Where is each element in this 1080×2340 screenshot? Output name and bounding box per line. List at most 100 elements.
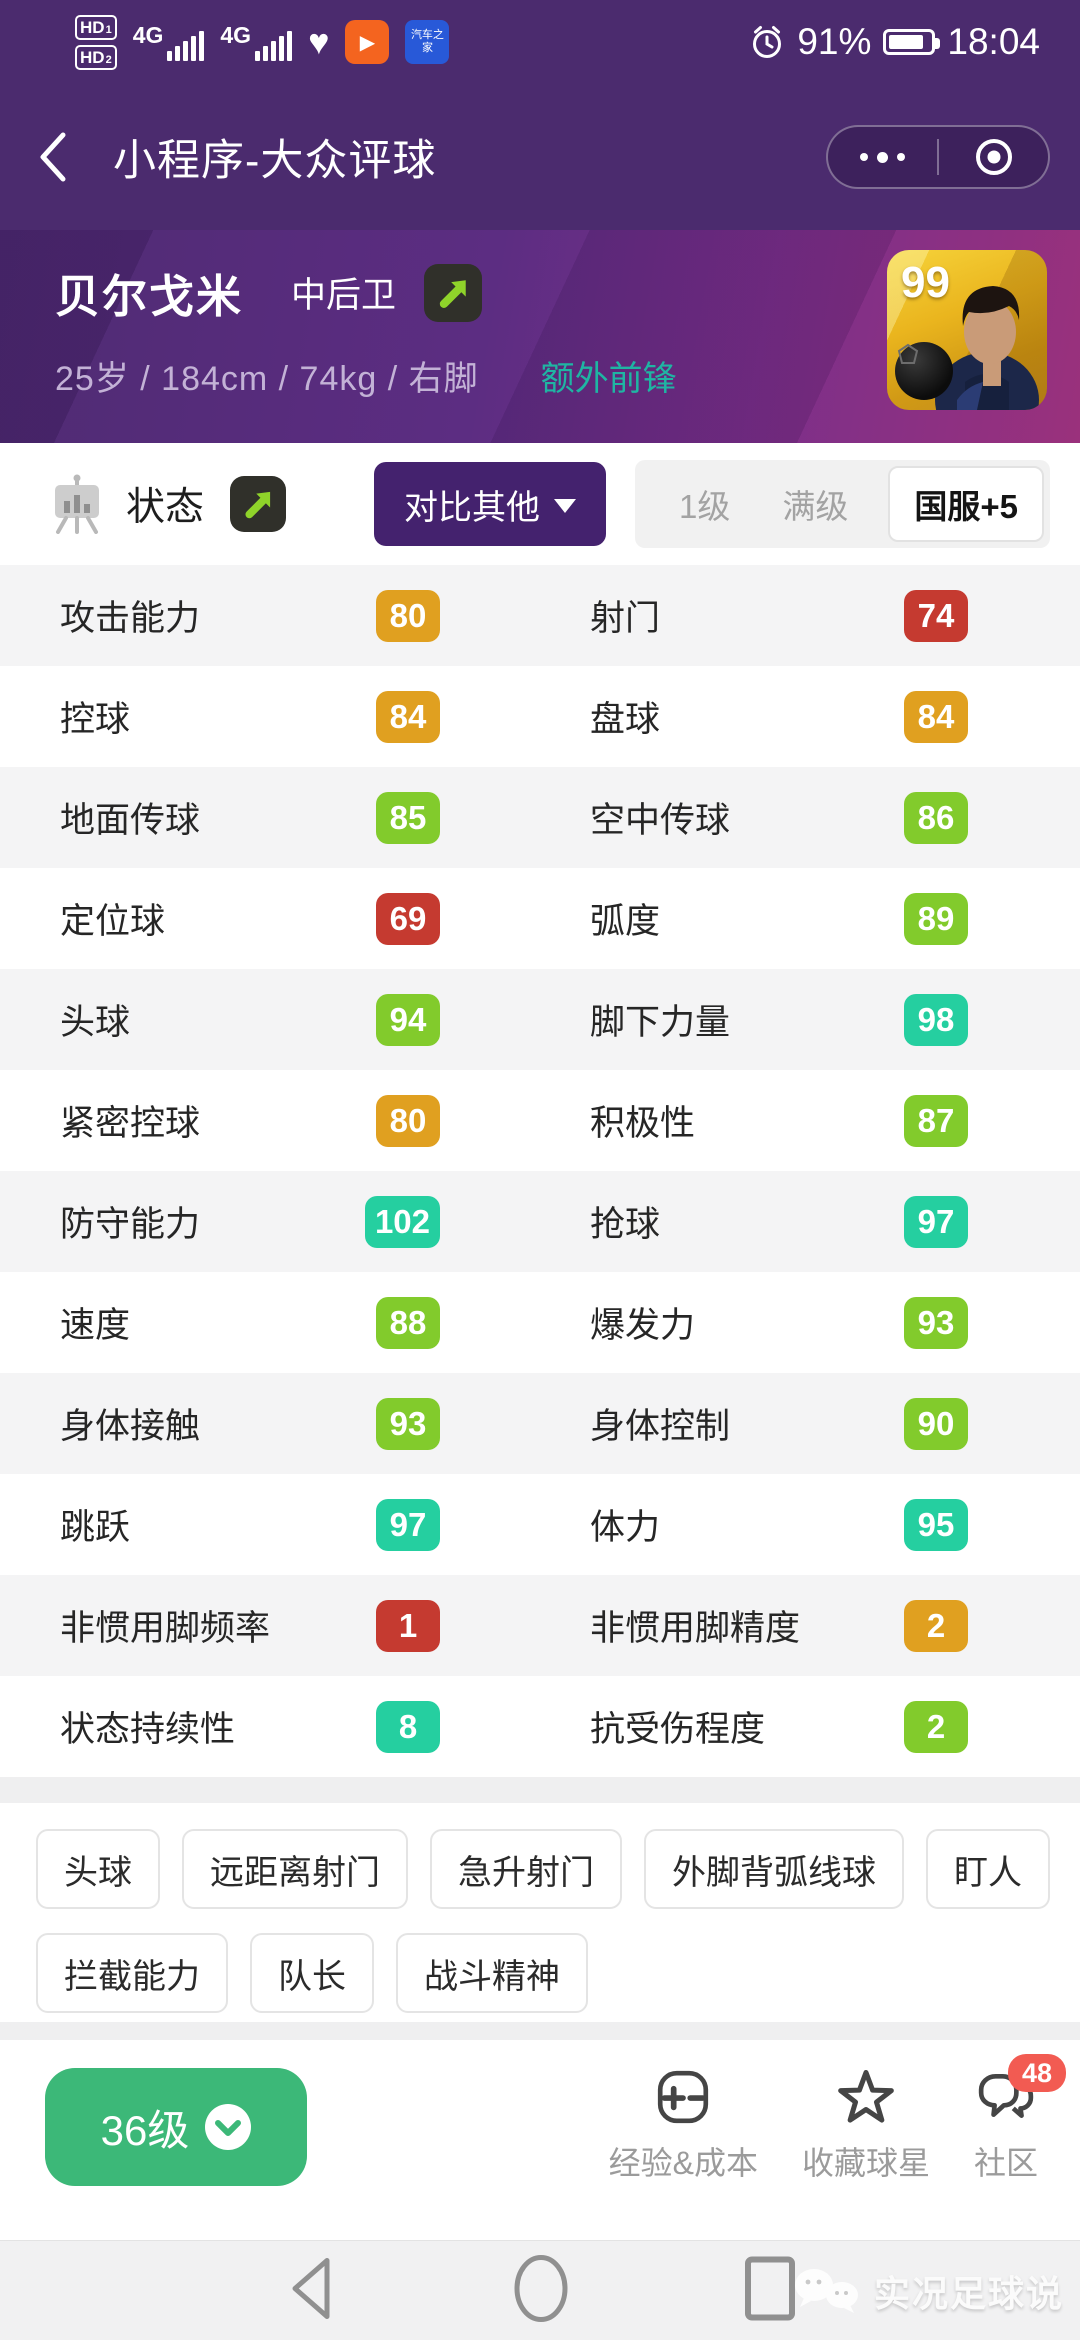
stat-row: 攻击能力 80 射门 74 bbox=[0, 565, 1080, 666]
chevron-down-icon bbox=[554, 499, 577, 513]
stat-cell: 状态持续性 8 bbox=[0, 1676, 540, 1777]
section-divider bbox=[0, 2022, 1080, 2040]
signal-1-icon: 4G bbox=[133, 23, 205, 61]
level-tab[interactable]: 1级 bbox=[679, 488, 731, 525]
stat-value-badge: 88 bbox=[376, 1296, 440, 1349]
stat-value-badge: 95 bbox=[904, 1498, 968, 1551]
level-button[interactable]: 36级 bbox=[45, 2068, 307, 2186]
stat-row: 头球 94 脚下力量 98 bbox=[0, 969, 1080, 1070]
autohome-app-icon: 汽车之家 bbox=[405, 20, 450, 64]
back-icon[interactable] bbox=[35, 129, 95, 185]
android-nav-bar: 实况足球说 bbox=[0, 2240, 1080, 2340]
stat-label: 体力 bbox=[590, 1508, 661, 1547]
stat-row: 状态持续性 8 抗受伤程度 2 bbox=[0, 1676, 1080, 1777]
level-tab[interactable]: 满级 bbox=[782, 488, 849, 525]
stat-cell: 跳跃 97 bbox=[0, 1474, 540, 1575]
stat-row: 速度 88 爆发力 93 bbox=[0, 1272, 1080, 1373]
stat-value-badge: 84 bbox=[904, 690, 968, 743]
stat-row: 地面传球 85 空中传球 86 bbox=[0, 767, 1080, 868]
stat-value-badge: 86 bbox=[904, 791, 968, 844]
stat-row: 定位球 69 弧度 89 bbox=[0, 868, 1080, 969]
stat-label: 紧密控球 bbox=[60, 1104, 201, 1143]
watermark: 实况足球说 bbox=[792, 2265, 1064, 2317]
stat-value-badge: 80 bbox=[376, 1094, 440, 1147]
stat-value-badge: 93 bbox=[904, 1296, 968, 1349]
level-tabs: 1级 满级 国服+5 bbox=[635, 460, 1050, 548]
stat-label: 跳跃 bbox=[60, 1508, 131, 1547]
skill-tag[interactable]: 头球 bbox=[36, 1829, 160, 1909]
bottom-bar: 36级 经验&成本 收藏球星 bbox=[0, 2040, 1080, 2240]
level-tab[interactable]: 国服+5 bbox=[888, 466, 1044, 542]
plus-minus-icon bbox=[658, 2070, 709, 2124]
stat-cell: 头球 94 bbox=[0, 969, 540, 1070]
star-icon bbox=[838, 2069, 894, 2123]
stat-value-badge: 98 bbox=[904, 993, 968, 1046]
player-header: 贝尔戈米 中后卫 25岁 / 184cm / 74kg / 右脚 额外前锋 99 bbox=[0, 230, 1080, 443]
more-icon[interactable] bbox=[828, 127, 937, 187]
stat-value-badge: 80 bbox=[376, 589, 440, 642]
trend-up-icon[interactable] bbox=[230, 476, 287, 532]
hd2-icon: HD 2 bbox=[75, 44, 117, 70]
community-button[interactable]: 48 社区 bbox=[974, 2054, 1067, 2184]
trend-up-icon[interactable] bbox=[424, 263, 483, 322]
compare-others-button[interactable]: 对比其他 bbox=[374, 462, 607, 546]
player-card[interactable]: 99 bbox=[887, 250, 1047, 410]
stat-label: 防守能力 bbox=[60, 1205, 201, 1244]
skill-tag[interactable]: 战斗精神 bbox=[396, 1933, 588, 2013]
stat-value-badge: 93 bbox=[376, 1397, 440, 1450]
stat-label: 盘球 bbox=[590, 700, 661, 739]
stat-label: 头球 bbox=[60, 1003, 131, 1042]
stat-value-badge: 89 bbox=[904, 892, 968, 945]
favorite-player-button[interactable]: 收藏球星 bbox=[802, 2068, 930, 2184]
skill-tag[interactable]: 急升射门 bbox=[430, 1829, 622, 1909]
player-position: 中后卫 bbox=[291, 276, 397, 315]
status-bar-left: HD 1 HD 2 4G 4G ♥ ▶ 汽车之家 bbox=[75, 14, 450, 70]
skill-tag[interactable]: 队长 bbox=[250, 1933, 374, 2013]
stat-cell: 空中传球 86 bbox=[540, 767, 1080, 868]
alarm-icon bbox=[749, 24, 785, 60]
miniprogram-capsule bbox=[826, 125, 1050, 189]
status-bar-right: 91% 18:04 bbox=[749, 21, 1040, 63]
android-recents-icon[interactable] bbox=[744, 2255, 796, 2326]
stat-value-badge: 84 bbox=[376, 690, 440, 743]
stat-cell: 非惯用脚精度 2 bbox=[540, 1575, 1080, 1676]
android-back-icon[interactable] bbox=[287, 2254, 335, 2327]
skill-tag[interactable]: 拦截能力 bbox=[36, 1933, 228, 2013]
stat-label: 空中传球 bbox=[590, 801, 731, 840]
stat-cell: 速度 88 bbox=[0, 1272, 540, 1373]
stat-label: 脚下力量 bbox=[590, 1003, 731, 1042]
nav-bar: 小程序-大众评球 bbox=[0, 84, 1080, 230]
stat-value-badge: 1 bbox=[376, 1599, 440, 1652]
stat-cell: 抗受伤程度 2 bbox=[540, 1676, 1080, 1777]
close-icon[interactable] bbox=[939, 127, 1048, 187]
page-title: 小程序-大众评球 bbox=[113, 137, 437, 185]
skill-tag[interactable]: 外脚背弧线球 bbox=[644, 1829, 904, 1909]
battery-percent: 91% bbox=[797, 21, 872, 62]
status-section-title: 状态 bbox=[126, 486, 205, 529]
stat-value-badge: 97 bbox=[376, 1498, 440, 1551]
skill-tag[interactable]: 盯人 bbox=[926, 1829, 1050, 1909]
android-home-icon[interactable] bbox=[511, 2252, 571, 2329]
stat-cell: 爆发力 93 bbox=[540, 1272, 1080, 1373]
stat-label: 弧度 bbox=[590, 902, 661, 941]
hd1-icon: HD 1 bbox=[75, 14, 117, 40]
signal-2-icon: 4G bbox=[220, 23, 293, 61]
stat-label: 地面传球 bbox=[60, 801, 201, 840]
stat-row: 跳跃 97 体力 95 bbox=[0, 1474, 1080, 1575]
stat-label: 身体控制 bbox=[590, 1407, 731, 1446]
stats-board-icon bbox=[50, 474, 104, 534]
stat-cell: 脚下力量 98 bbox=[540, 969, 1080, 1070]
battery-icon bbox=[883, 29, 941, 55]
stat-value-badge: 94 bbox=[376, 993, 440, 1046]
stat-cell: 地面传球 85 bbox=[0, 767, 540, 868]
wechat-bubbles-icon bbox=[794, 2268, 858, 2313]
player-extra-position[interactable]: 额外前锋 bbox=[540, 360, 677, 398]
hd-indicators: HD 1 HD 2 bbox=[75, 14, 117, 70]
stat-row: 非惯用脚频率 1 非惯用脚精度 2 bbox=[0, 1575, 1080, 1676]
stat-label: 积极性 bbox=[590, 1104, 696, 1143]
skill-tag[interactable]: 远距离射门 bbox=[182, 1829, 408, 1909]
capsule-divider bbox=[937, 139, 939, 175]
stat-row: 防守能力 102 抢球 97 bbox=[0, 1171, 1080, 1272]
experience-cost-button[interactable]: 经验&成本 bbox=[609, 2068, 758, 2184]
